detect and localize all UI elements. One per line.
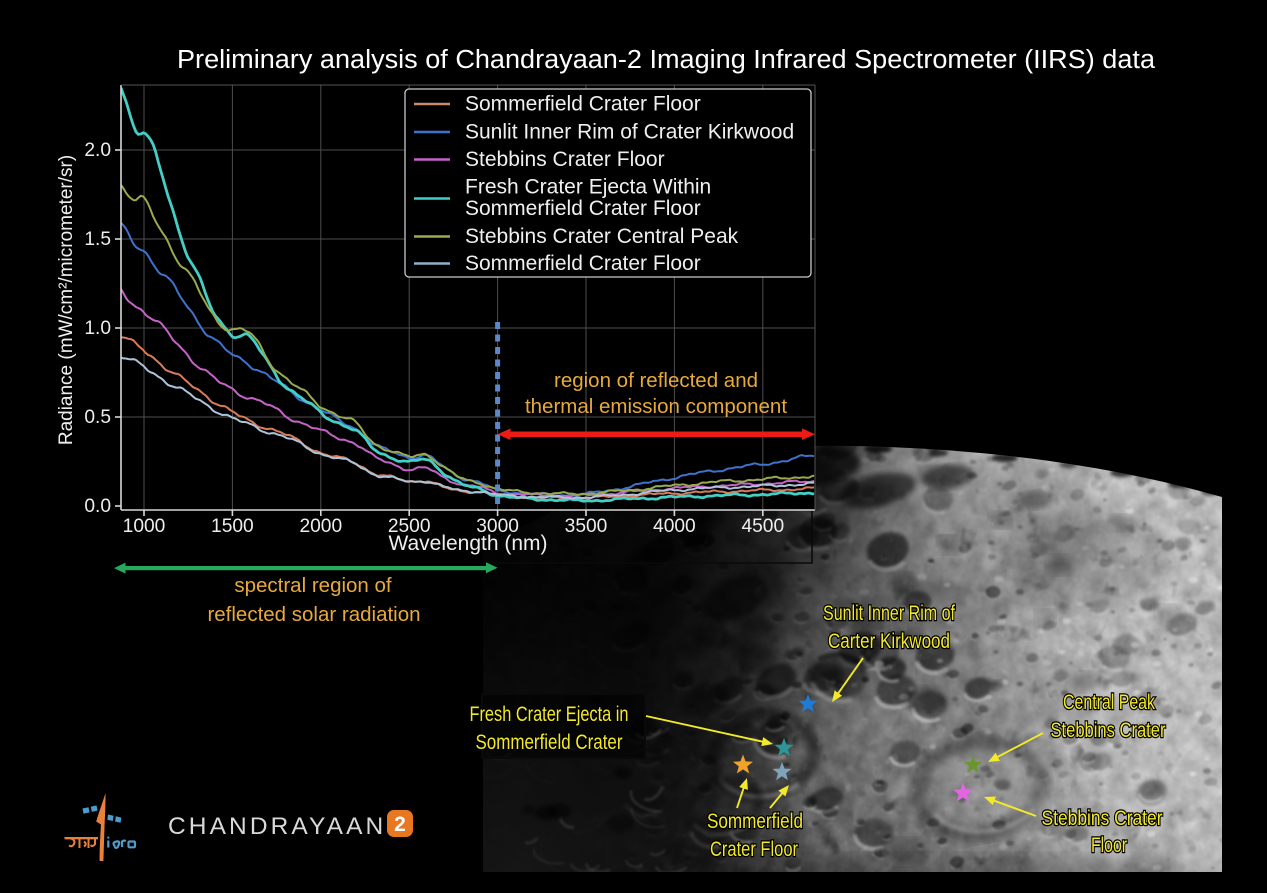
svg-text:Sommerfield Crater: Sommerfield Crater <box>476 731 623 754</box>
svg-text:Stebbins Crater: Stebbins Crater <box>1042 807 1163 830</box>
svg-text:Radiance (mW/cm²/micrometer/sr: Radiance (mW/cm²/micrometer/sr) <box>56 155 77 445</box>
svg-text:Crater Floor: Crater Floor <box>710 838 798 861</box>
svg-text:Stebbins Crater Central Peak: Stebbins Crater Central Peak <box>465 225 739 248</box>
svg-text:3000: 3000 <box>476 516 519 537</box>
svg-text:spectral region of: spectral region of <box>234 574 392 597</box>
svg-text:0.5: 0.5 <box>84 407 111 428</box>
svg-text:3500: 3500 <box>565 516 608 537</box>
svg-text:4500: 4500 <box>741 516 784 537</box>
svg-text:1500: 1500 <box>211 516 254 537</box>
svg-text:Carter Kirkwood: Carter Kirkwood <box>828 630 950 653</box>
svg-text:2.0: 2.0 <box>84 140 111 161</box>
svg-text:region of reflected and: region of reflected and <box>554 369 758 392</box>
svg-text:1.5: 1.5 <box>84 229 111 250</box>
svg-text:2: 2 <box>394 813 406 836</box>
svg-text:thermal emission component: thermal emission component <box>525 395 787 418</box>
svg-text:4000: 4000 <box>653 516 696 537</box>
svg-text:Sommerfield: Sommerfield <box>707 810 803 833</box>
svg-text:Sunlit Inner Rim of Crater Kir: Sunlit Inner Rim of Crater Kirkwood <box>465 121 794 144</box>
svg-text:1000: 1000 <box>123 516 166 537</box>
svg-text:Preliminary analysis of Chandr: Preliminary analysis of Chandrayaan-2 Im… <box>177 46 1156 74</box>
svg-text:Fresh Crater Ejecta in: Fresh Crater Ejecta in <box>470 703 629 726</box>
svg-text:2000: 2000 <box>299 516 342 537</box>
svg-text:1.0: 1.0 <box>84 318 111 339</box>
svg-text:Central Peak: Central Peak <box>1063 691 1155 714</box>
svg-text:Sunlit Inner Rim of: Sunlit Inner Rim of <box>823 602 955 625</box>
svg-text:Stebbins Crater: Stebbins Crater <box>1051 719 1166 742</box>
svg-text:Sommerfield Crater Floor: Sommerfield Crater Floor <box>465 197 701 220</box>
svg-text:Fresh Crater Ejecta Within: Fresh Crater Ejecta Within <box>465 176 711 199</box>
svg-text:Sommerfield Crater Floor: Sommerfield Crater Floor <box>465 252 701 275</box>
svg-text:Sommerfield Crater Floor: Sommerfield Crater Floor <box>465 93 701 116</box>
svg-text:Floor: Floor <box>1091 834 1127 857</box>
svg-text:CHANDRAYAAN: CHANDRAYAAN <box>168 813 386 840</box>
svg-text:2500: 2500 <box>388 516 431 537</box>
svg-text:0.0: 0.0 <box>84 496 111 517</box>
svg-text:reflected solar radiation: reflected solar radiation <box>207 603 420 626</box>
svg-text:Wavelength (nm): Wavelength (nm) <box>388 532 547 555</box>
svg-text:Stebbins Crater Floor: Stebbins Crater Floor <box>465 148 665 171</box>
